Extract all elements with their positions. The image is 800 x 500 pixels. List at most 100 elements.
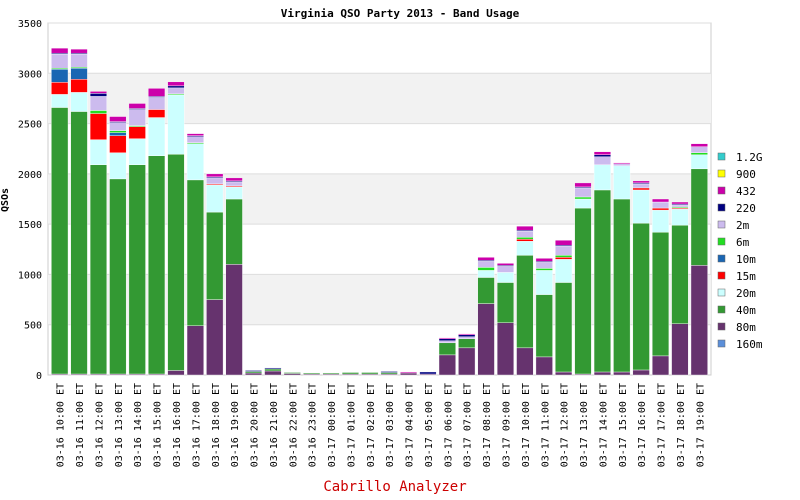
bar-segment — [516, 347, 534, 376]
bar-segment — [477, 270, 495, 278]
x-tick-label: 03-17 02:00 ET — [366, 383, 377, 467]
bar-segment — [652, 355, 670, 376]
bar-segment — [109, 130, 127, 133]
y-tick-label: 2000 — [18, 170, 42, 181]
bar-segment — [458, 347, 476, 376]
legend-label: 220 — [736, 202, 756, 215]
legend-label: 432 — [736, 185, 756, 198]
bar-segment — [477, 277, 495, 304]
bar-segment — [535, 258, 553, 262]
grid-band — [48, 274, 711, 325]
bar-segment — [535, 270, 553, 295]
bar-segment — [477, 267, 495, 271]
x-tick-label: 03-17 16:00 ET — [637, 383, 648, 467]
legend-label: 1.2G — [736, 151, 763, 164]
legend-swatch — [717, 220, 726, 229]
bar-segment — [516, 255, 534, 349]
bar-segment — [593, 154, 611, 157]
bar-segment — [458, 333, 476, 335]
x-tick-label: 03-16 18:00 ET — [211, 383, 222, 467]
bar-segment — [632, 183, 650, 189]
bar-segment — [477, 261, 495, 268]
x-tick-label: 03-16 19:00 ET — [230, 383, 241, 467]
bar-segment — [70, 53, 88, 68]
bar-segment — [70, 111, 88, 375]
grid-band — [48, 173, 711, 225]
bar-segment — [690, 152, 708, 155]
x-tick-label: 03-16 22:00 ET — [288, 383, 299, 467]
bar-segment — [652, 207, 670, 211]
bar-segment — [593, 164, 611, 191]
bar-segment — [51, 53, 69, 69]
bar-segment — [400, 371, 418, 374]
bar-segment — [167, 94, 185, 155]
bar-segment — [51, 94, 69, 108]
y-tick-label: 500 — [24, 321, 42, 332]
bar-segment — [167, 87, 185, 95]
legend-label: 10m — [736, 253, 756, 266]
bar-segment — [128, 109, 146, 126]
y-tick-label: 2500 — [18, 120, 42, 131]
x-tick-label: 03-16 10:00 ET — [56, 383, 67, 467]
bar-segment — [128, 164, 146, 375]
bar-segment — [186, 179, 204, 326]
bar-segment — [496, 322, 515, 376]
bar-segment — [89, 164, 107, 375]
bar-segment — [632, 187, 650, 191]
bar-segment — [167, 85, 185, 89]
bar-segment — [690, 154, 708, 170]
bar-segment — [109, 116, 127, 122]
bar-segment — [109, 132, 127, 136]
bar-segment — [690, 265, 708, 376]
bar-segment — [438, 337, 456, 339]
bar-segment — [186, 136, 204, 143]
x-tick-label: 03-16 13:00 ET — [114, 383, 125, 467]
bar-segment — [341, 372, 359, 375]
bar-segment — [690, 168, 708, 266]
x-tick-label: 03-16 15:00 ET — [153, 383, 164, 467]
bar-segment — [632, 369, 650, 376]
bar-segment — [438, 340, 456, 344]
bar-segment — [148, 155, 166, 375]
bar-segment — [652, 201, 670, 209]
x-tick-label: 03-16 23:00 ET — [308, 383, 319, 467]
bar-segment — [148, 97, 166, 110]
bar-segment — [593, 371, 611, 376]
bar-segment — [225, 264, 243, 376]
y-tick-label: 3500 — [18, 19, 42, 30]
bar-segment — [671, 204, 689, 208]
legend-swatch — [717, 254, 726, 263]
bar-segment — [51, 47, 69, 54]
bar-segment — [206, 173, 224, 178]
bar-segment — [419, 371, 437, 375]
bar-segment — [380, 371, 398, 373]
bar-segment — [128, 103, 146, 109]
bar-segment — [632, 222, 650, 371]
bar-segment — [109, 135, 127, 153]
bar-segment — [535, 268, 553, 271]
bar-segment — [400, 372, 418, 376]
bar-segment — [438, 338, 456, 342]
bar-segment — [109, 152, 127, 180]
bar-segment — [244, 372, 263, 376]
bar-segment — [244, 371, 263, 374]
bar-segment — [206, 211, 224, 300]
bar-segment — [671, 323, 689, 376]
bar-segment — [458, 334, 476, 337]
bar-segment — [186, 133, 204, 136]
bar-segment — [593, 189, 611, 373]
legend-label: 80m — [736, 321, 756, 334]
legend-swatch — [717, 169, 726, 178]
legend-swatch — [717, 339, 726, 348]
bar-segment — [225, 177, 243, 182]
bar-segment — [109, 178, 127, 375]
bar-segment — [652, 209, 670, 233]
bar-segment — [555, 371, 573, 376]
x-tick-label: 03-17 14:00 ET — [598, 383, 609, 467]
bar-segment — [516, 241, 534, 256]
bar-segment — [225, 186, 243, 200]
bar-segment — [574, 182, 592, 188]
legend-swatch — [717, 322, 726, 331]
bar-segment — [632, 180, 650, 184]
